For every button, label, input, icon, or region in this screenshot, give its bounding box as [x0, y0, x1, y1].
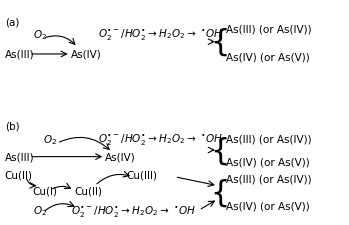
Text: (a): (a): [5, 17, 19, 27]
Text: $O_2^{\bullet-}/HO_2^{\bullet}\rightarrow H_2O_2\rightarrow$ $^{\bullet}OH$: $O_2^{\bullet-}/HO_2^{\bullet}\rightarro…: [98, 27, 223, 42]
Text: As(III): As(III): [5, 50, 35, 60]
Text: As(IV) (or As(V)): As(IV) (or As(V)): [227, 201, 310, 211]
Text: As(IV): As(IV): [70, 50, 101, 60]
Text: $O_2$: $O_2$: [32, 28, 46, 42]
Text: {: {: [210, 136, 229, 165]
Text: As(III) (or As(IV)): As(III) (or As(IV)): [227, 24, 312, 34]
Text: As(IV) (or As(V)): As(IV) (or As(V)): [227, 52, 310, 62]
Text: $O_2$: $O_2$: [32, 203, 46, 217]
Text: Cu(III): Cu(III): [126, 170, 157, 180]
Text: $O_2^{\bullet-}/HO_2^{\bullet}\rightarrow H_2O_2\rightarrow$ $^{\bullet}OH$: $O_2^{\bullet-}/HO_2^{\bullet}\rightarro…: [70, 203, 195, 218]
Text: {: {: [210, 178, 229, 207]
Text: As(III): As(III): [5, 152, 35, 162]
Text: As(III) (or As(IV)): As(III) (or As(IV)): [227, 174, 312, 184]
Text: Cu(I): Cu(I): [32, 185, 58, 195]
Text: {: {: [210, 28, 229, 57]
Text: $O_2^{\bullet-}/HO_2^{\bullet}\rightarrow H_2O_2\rightarrow$ $^{\bullet}OH$: $O_2^{\bullet-}/HO_2^{\bullet}\rightarro…: [98, 132, 223, 147]
Text: $O_2$: $O_2$: [43, 132, 57, 146]
Text: Cu(II): Cu(II): [74, 185, 102, 195]
Text: As(IV) (or As(V)): As(IV) (or As(V)): [227, 156, 310, 166]
Text: As(IV): As(IV): [105, 152, 136, 162]
Text: Cu(II): Cu(II): [5, 170, 33, 180]
Text: As(III) (or As(IV)): As(III) (or As(IV)): [227, 134, 312, 144]
Text: (b): (b): [5, 122, 20, 131]
